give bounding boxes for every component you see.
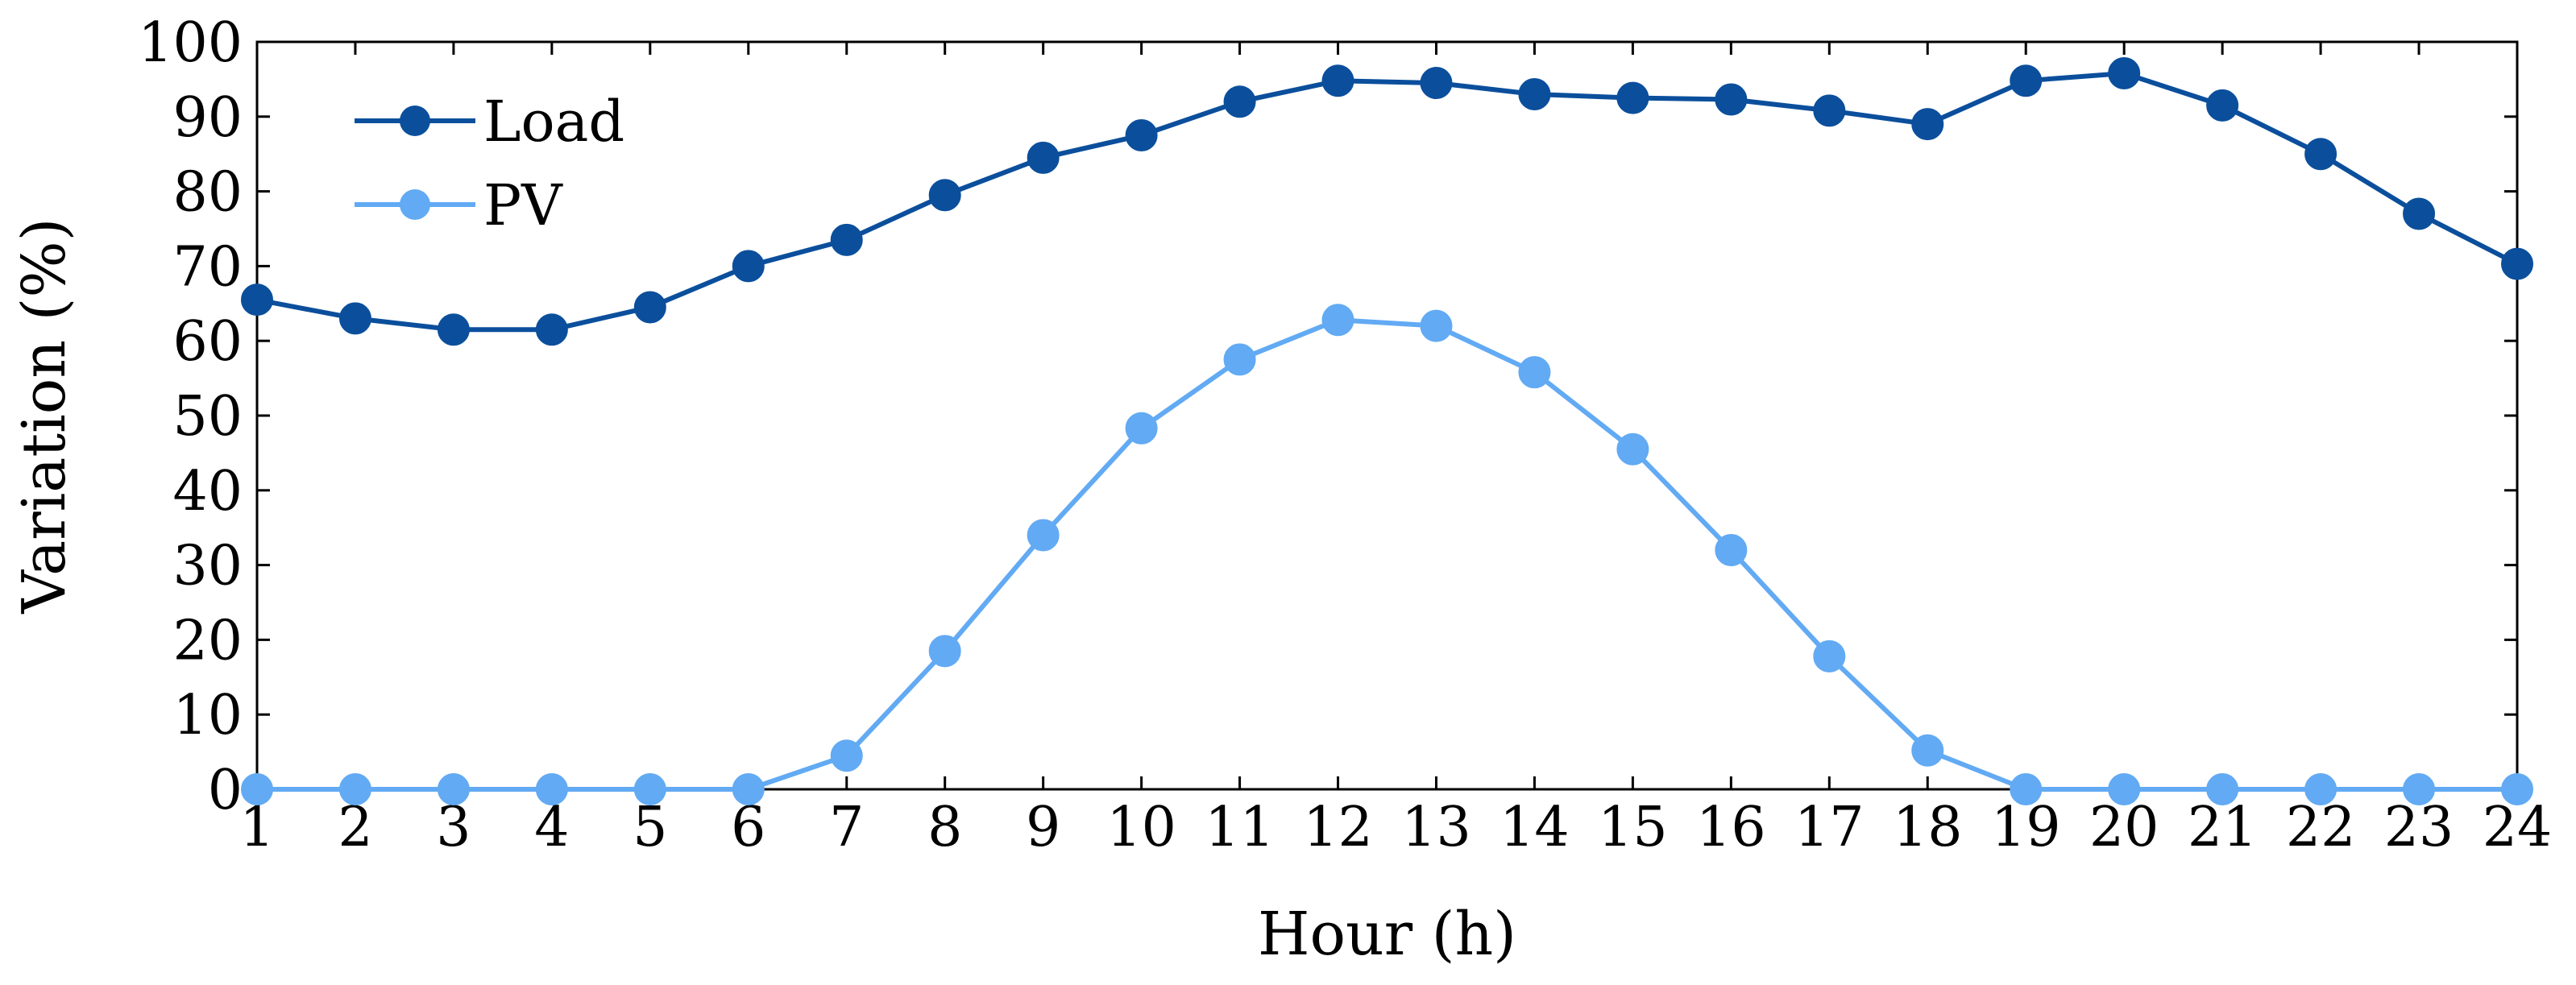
data-point-load	[1518, 77, 1551, 110]
series-layer	[241, 56, 2533, 805]
x-tick-label: 20	[2089, 796, 2159, 859]
x-tick-label: 10	[1106, 796, 1176, 859]
data-point-load	[2206, 89, 2239, 122]
data-point-load	[535, 313, 568, 346]
legend-marker-pv	[400, 189, 430, 220]
y-tick-label: 20	[172, 609, 243, 673]
data-point-pv	[633, 773, 666, 805]
series-pv	[241, 304, 2533, 805]
x-tick-label: 3	[436, 796, 471, 859]
data-point-pv	[338, 773, 371, 805]
x-tick-label: 11	[1205, 796, 1275, 859]
data-point-load	[633, 291, 666, 324]
x-tick-label: 24	[2483, 796, 2553, 859]
y-tick-label: 40	[172, 460, 243, 524]
x-tick-label: 7	[829, 796, 864, 859]
x-tick-label: 17	[1794, 796, 1865, 859]
data-point-pv	[732, 773, 765, 805]
x-tick-label: 19	[1991, 796, 2061, 859]
data-point-pv	[928, 635, 961, 668]
data-point-pv	[830, 739, 863, 772]
y-tick-label: 90	[172, 86, 243, 150]
legend: Load PV	[355, 89, 624, 238]
y-tick-label: 80	[172, 161, 243, 225]
x-tick-label: 15	[1598, 796, 1668, 859]
data-point-pv	[1223, 343, 1256, 376]
data-point-load	[732, 250, 765, 283]
y-tick-label: 100	[138, 11, 243, 75]
data-point-load	[1125, 119, 1158, 151]
x-tick-label: 23	[2384, 796, 2454, 859]
data-point-pv	[2206, 773, 2239, 805]
data-point-load	[2403, 197, 2436, 230]
data-point-pv	[1518, 356, 1551, 389]
data-point-pv	[2010, 773, 2043, 805]
y-axis-label: Variation (%)	[10, 217, 79, 614]
data-point-pv	[1813, 639, 1846, 673]
data-point-load	[2108, 56, 2141, 89]
x-tick-label: 8	[927, 796, 962, 859]
data-point-pv	[2304, 773, 2337, 805]
data-point-load	[2010, 64, 2043, 97]
axes-layer: 1 2 3 4 5 6 7 8 9 10 11 12 13 14 15 16 17 18 19 20 21 22 23 240…	[138, 11, 2552, 859]
data-point-load	[1715, 83, 1748, 116]
data-point-load	[437, 313, 470, 346]
data-point-load	[1911, 108, 1944, 141]
series-load	[241, 56, 2533, 346]
x-tick-label: 22	[2286, 796, 2356, 859]
legend-label-pv: PV	[483, 172, 563, 238]
data-point-pv	[437, 773, 470, 805]
x-axis-label: Hour (h)	[1258, 900, 1516, 969]
x-tick-label: 18	[1893, 796, 1963, 859]
data-point-pv	[1616, 432, 1649, 466]
data-point-pv	[1321, 304, 1354, 337]
y-tick-label: 70	[172, 235, 243, 299]
x-tick-label: 1	[239, 796, 274, 859]
y-tick-label: 50	[172, 385, 243, 449]
legend-label-load: Load	[483, 89, 624, 155]
data-point-load	[928, 179, 961, 212]
data-point-pv	[2108, 773, 2141, 805]
x-tick-label: 12	[1303, 796, 1373, 859]
data-point-load	[1616, 81, 1649, 114]
legend-marker-load	[400, 106, 430, 136]
y-tick-label: 60	[172, 310, 243, 374]
data-point-load	[338, 302, 371, 335]
y-tick-label: 30	[172, 535, 243, 598]
data-point-load	[2304, 138, 2337, 171]
x-tick-label: 5	[633, 796, 667, 859]
data-point-load	[241, 283, 273, 317]
x-tick-label: 6	[731, 796, 765, 859]
data-point-pv	[1715, 534, 1748, 567]
series-line-pv	[257, 317, 2517, 792]
data-point-load	[1813, 94, 1846, 127]
data-point-load	[2501, 247, 2533, 280]
data-point-pv	[2501, 773, 2533, 805]
y-tick-label: 0	[208, 759, 243, 822]
series-line-load	[256, 70, 2519, 333]
y-tick-label: 10	[172, 684, 243, 747]
data-point-pv	[241, 773, 273, 805]
data-point-pv	[2403, 773, 2436, 805]
data-point-load	[1321, 64, 1354, 97]
x-tick-label: 4	[534, 796, 569, 859]
data-point-pv	[1027, 519, 1060, 552]
data-point-load	[1027, 141, 1060, 174]
data-point-pv	[535, 773, 568, 805]
x-tick-label: 2	[338, 796, 372, 859]
data-point-load	[1223, 85, 1256, 118]
data-point-load	[830, 223, 863, 256]
x-tick-label: 21	[2188, 796, 2258, 859]
data-point-load	[1420, 67, 1453, 100]
x-tick-label: 16	[1696, 796, 1766, 859]
data-point-pv	[1420, 309, 1453, 342]
x-tick-label: 9	[1026, 796, 1060, 859]
x-tick-label: 14	[1500, 796, 1570, 859]
data-point-pv	[1125, 412, 1158, 445]
data-point-pv	[1911, 734, 1944, 767]
x-tick-label: 13	[1401, 796, 1471, 859]
